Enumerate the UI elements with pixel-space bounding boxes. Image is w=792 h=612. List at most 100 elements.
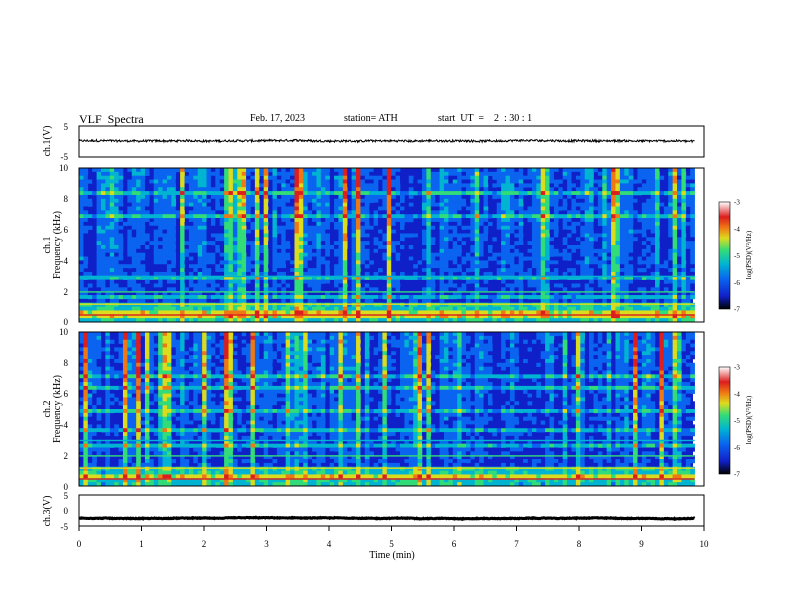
spectrogram-cell [435, 314, 440, 319]
spectrogram-cell [426, 260, 432, 265]
spectrogram-cell [531, 271, 537, 277]
spectrogram-cell [514, 168, 520, 173]
spectrogram-cell [443, 206, 449, 211]
spectrogram-cell [276, 295, 282, 300]
spectrogram-cell [232, 198, 238, 203]
spectrogram-cell [224, 318, 229, 323]
spectrogram-cell [452, 283, 458, 288]
spectrogram-cell [298, 194, 304, 200]
spectrogram-cell [320, 237, 326, 242]
spectrogram-cell [461, 168, 467, 173]
spectrogram-cell [136, 187, 141, 192]
spectrogram-cell [637, 252, 643, 257]
spectrogram-cell [140, 179, 146, 184]
spectrogram-cell [232, 225, 238, 230]
spectrogram-cell [518, 314, 524, 319]
spectrogram-cell [83, 295, 89, 300]
spectrogram-cell [518, 206, 524, 211]
spectrogram-cell [180, 206, 185, 211]
spectrogram-cell [162, 187, 168, 192]
spectrogram-cell [628, 298, 634, 304]
spectrogram-cell [158, 264, 163, 269]
spectrogram-cell [501, 291, 506, 296]
spectrogram-cell [646, 287, 651, 292]
spectrogram-cell [105, 291, 111, 296]
spectrogram-cell [122, 198, 128, 203]
spectrogram-cell [162, 295, 168, 300]
spectrogram-cell [254, 298, 260, 304]
spectrogram-cell [461, 171, 467, 176]
spectrogram-cell [523, 268, 528, 273]
spectrogram-cell [263, 237, 269, 242]
spectrogram-cell [180, 191, 185, 196]
spectrogram-cell [351, 214, 357, 219]
spectrogram-cell [369, 229, 374, 234]
spectrogram-cell [501, 241, 506, 246]
spectrogram-cell [470, 187, 476, 192]
spectrogram-cell [228, 237, 234, 242]
spectrogram-cell [655, 298, 660, 304]
spectrogram-cell [215, 175, 221, 180]
spectrogram-cell [369, 218, 374, 223]
spectrogram-cell [382, 183, 388, 188]
spectrogram-cell [615, 298, 621, 304]
spectrogram-cell [316, 225, 322, 230]
spectrogram-cell [281, 191, 286, 196]
spectrogram-cell [496, 268, 502, 273]
spectrogram-cell [496, 206, 502, 211]
spectrogram-cell [492, 171, 498, 176]
spectrogram-cell [180, 314, 185, 319]
spectrogram-cell [153, 252, 159, 257]
spectrogram-cell [417, 179, 423, 184]
spectrogram-cell [325, 175, 330, 180]
spectrogram-cell [641, 306, 647, 311]
spectrogram-cell [342, 191, 348, 196]
spectrogram-cell [536, 171, 542, 176]
spectrogram-cell [109, 187, 115, 192]
spectrogram-cell [531, 279, 537, 284]
spectrogram-cell [215, 225, 221, 230]
spectrogram-cell [663, 295, 669, 300]
spectrogram-cell [509, 245, 515, 250]
spectrogram-cell [122, 218, 128, 223]
spectrogram-cell [606, 264, 612, 269]
spectrogram-cell [351, 318, 357, 323]
spectrogram-cell [193, 233, 199, 238]
spectrogram-cell [144, 310, 150, 315]
spectrogram-cell [637, 287, 643, 292]
spectrogram-cell [175, 268, 181, 273]
spectrogram-cell [347, 310, 352, 315]
spectrogram-cell [562, 287, 568, 292]
spectrogram-cell [540, 295, 546, 300]
spectrogram-cell [109, 198, 115, 203]
spectrogram-cell [668, 264, 673, 269]
spectrogram-cell [338, 275, 344, 280]
spectrogram-cell [122, 275, 128, 280]
spectrogram-cell [272, 306, 278, 311]
spectrogram-cell [131, 275, 137, 280]
spectrogram-cell [400, 306, 405, 311]
spectrogram-cell [400, 221, 405, 227]
spectrogram-cell [184, 268, 190, 273]
spectrogram-cell [122, 310, 128, 315]
spectrogram-cell [518, 268, 524, 273]
spectrogram-cell [668, 241, 673, 246]
spectrogram-cell [166, 306, 172, 311]
spectrogram-cell [549, 283, 555, 288]
spectrogram-cell [316, 168, 322, 173]
spectrogram-cell [527, 283, 533, 288]
spectrogram-cell [290, 191, 295, 196]
spectrogram-cell [505, 179, 511, 184]
spectrogram-cell [413, 271, 418, 277]
spectrogram-cell [426, 287, 432, 292]
spectrogram-cell [474, 175, 480, 180]
spectrogram-cell [369, 175, 374, 180]
spectrogram-cell [351, 198, 357, 203]
spectrogram-cell [677, 214, 682, 219]
spectrogram-cell [303, 233, 308, 238]
spectrogram-cell [650, 168, 656, 173]
spectrogram-cell [158, 295, 163, 300]
spectrogram-cell [457, 175, 462, 180]
spectrogram-cell [527, 268, 533, 273]
spectrogram-cell [153, 248, 159, 253]
